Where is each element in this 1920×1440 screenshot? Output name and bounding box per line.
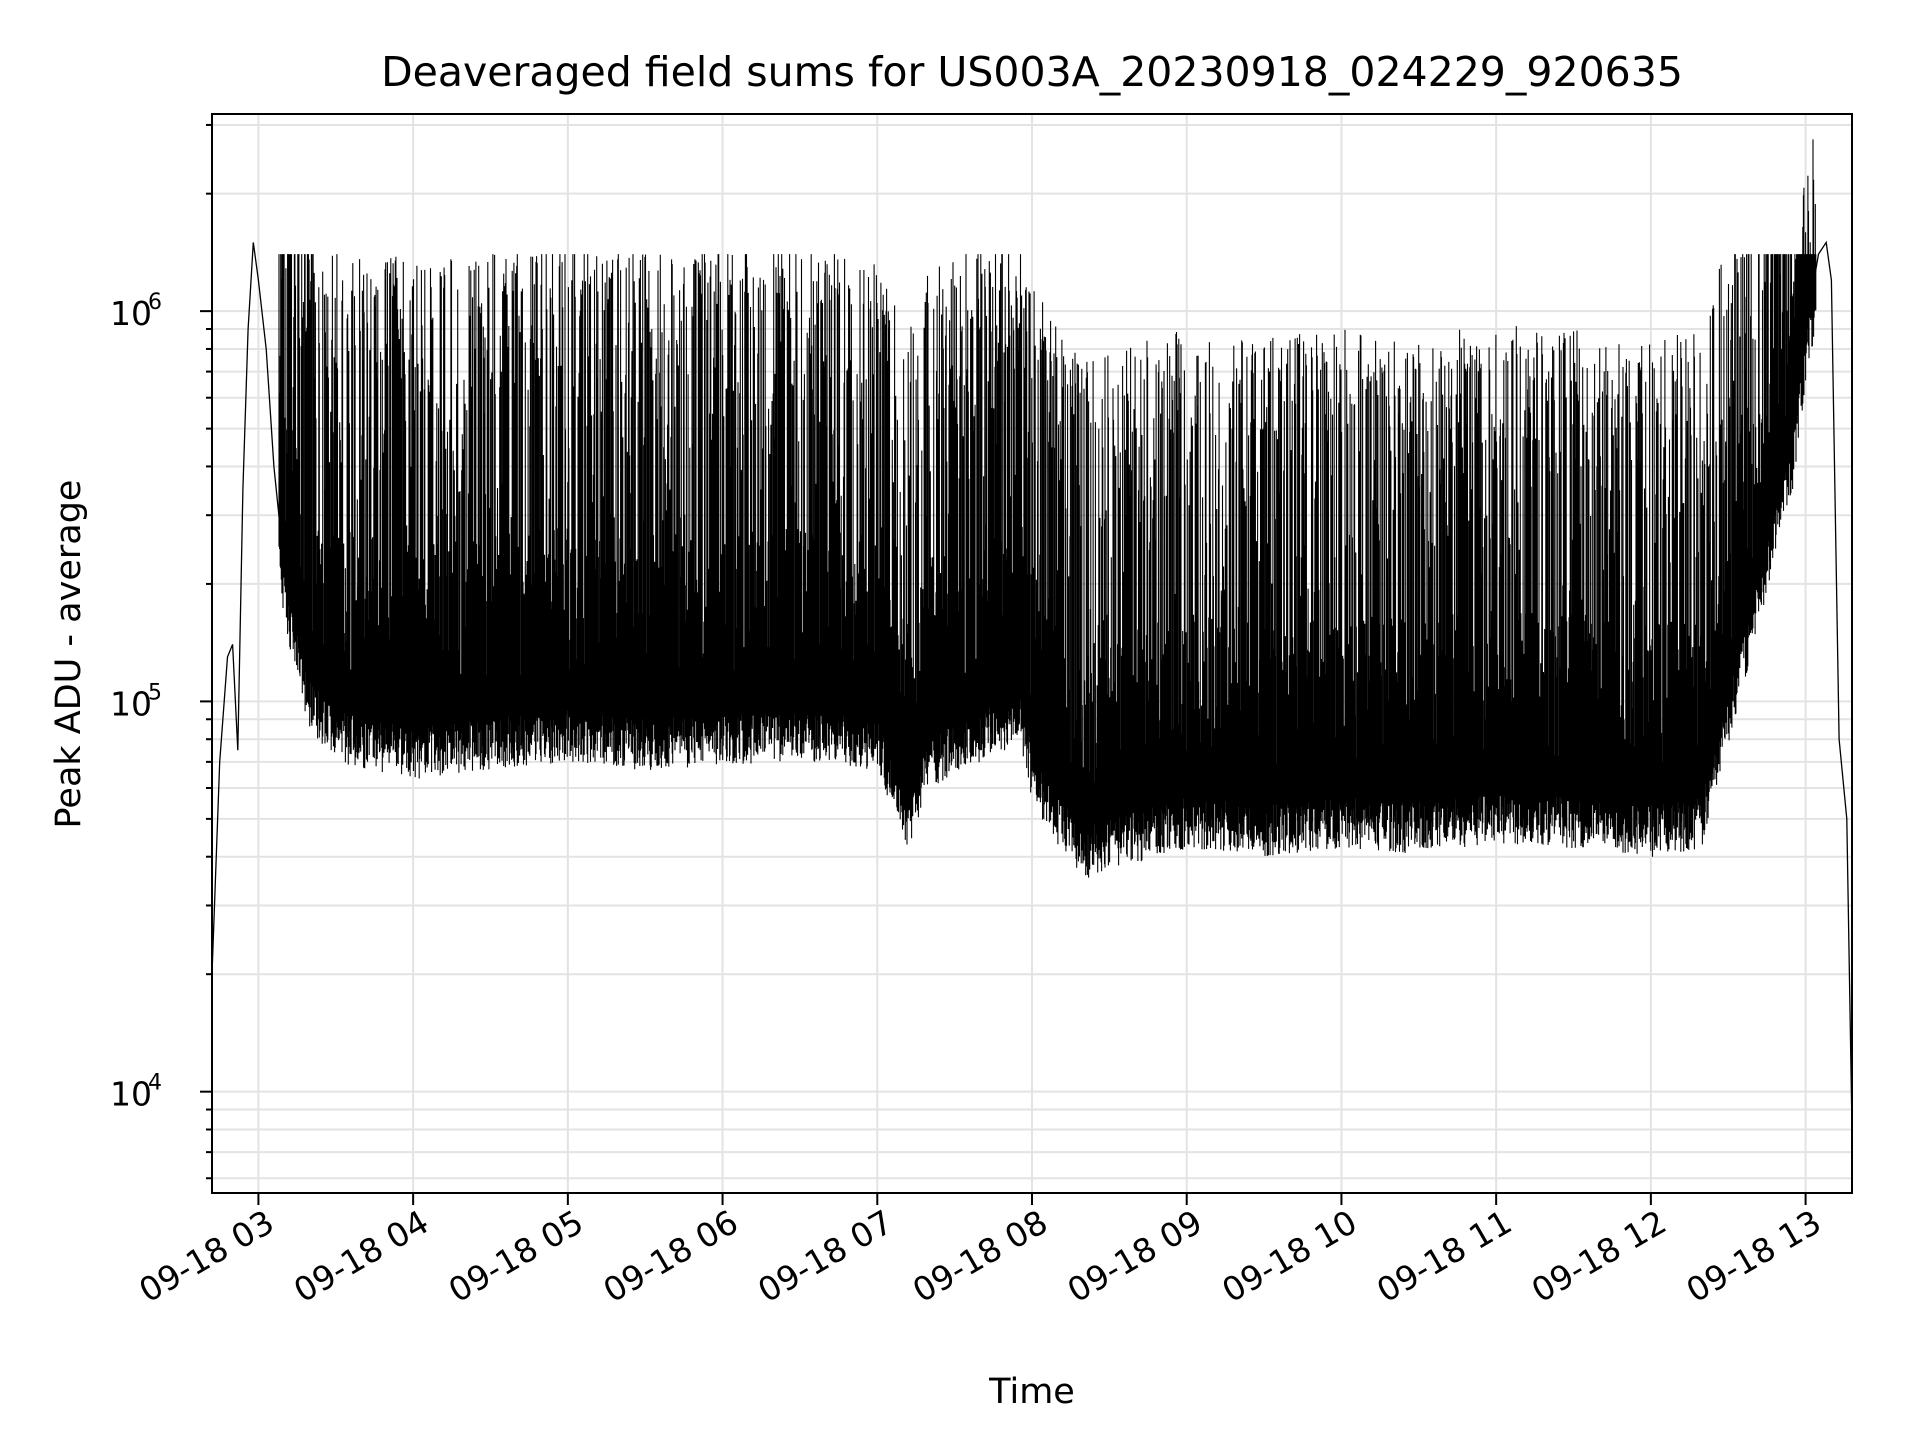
y-tick-label: 10 — [110, 1075, 152, 1114]
x-tick-label: 09-18 07 — [751, 1202, 899, 1310]
chart-title: Deaveraged field sums for US003A_2023091… — [381, 48, 1683, 96]
y-tick-exponent: 6 — [148, 290, 162, 315]
spike-layer — [278, 139, 1817, 878]
series-line — [211, 240, 1853, 1130]
series-spikes — [278, 139, 1817, 878]
x-tick-label: 09-18 11 — [1370, 1202, 1518, 1310]
x-tick-label: 09-18 13 — [1680, 1202, 1828, 1310]
x-tick-label: 09-18 12 — [1525, 1202, 1673, 1310]
y-tick-label: 10 — [110, 684, 152, 723]
y-tick-exponent: 4 — [148, 1071, 162, 1096]
x-tick-label: 09-18 08 — [906, 1202, 1054, 1310]
x-axis-label: Time — [988, 1372, 1075, 1412]
x-axis: 09-18 03 09-18 04 09-18 05 09-18 06 09-18 07… — [132, 1193, 1828, 1310]
x-tick-label: 09-18 05 — [442, 1202, 590, 1310]
x-tick-label: 09-18 10 — [1215, 1202, 1363, 1310]
x-tick-label: 09-18 09 — [1061, 1202, 1209, 1310]
y-tick-exponent: 5 — [148, 680, 162, 705]
x-tick-label: 09-18 03 — [132, 1202, 280, 1310]
x-tick-label: 09-18 06 — [597, 1202, 745, 1310]
x-tick-label: 09-18 04 — [287, 1202, 435, 1310]
y-tick-label: 10 — [110, 294, 152, 333]
y-axis-label: Peak ADU - average — [49, 480, 89, 829]
